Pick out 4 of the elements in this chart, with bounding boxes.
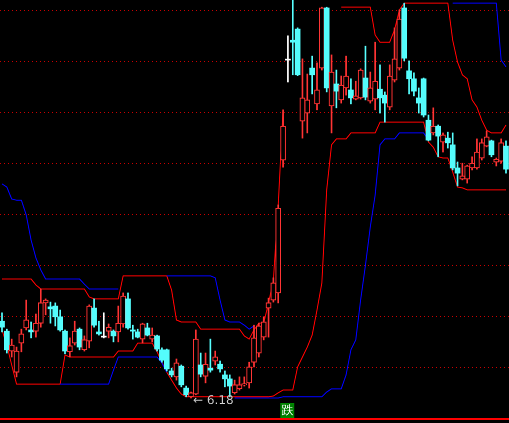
candlestick: [28, 322, 34, 338]
candlestick: [285, 35, 291, 82]
annotation: ← 6.18: [193, 393, 234, 408]
text: 跌: [281, 403, 294, 418]
